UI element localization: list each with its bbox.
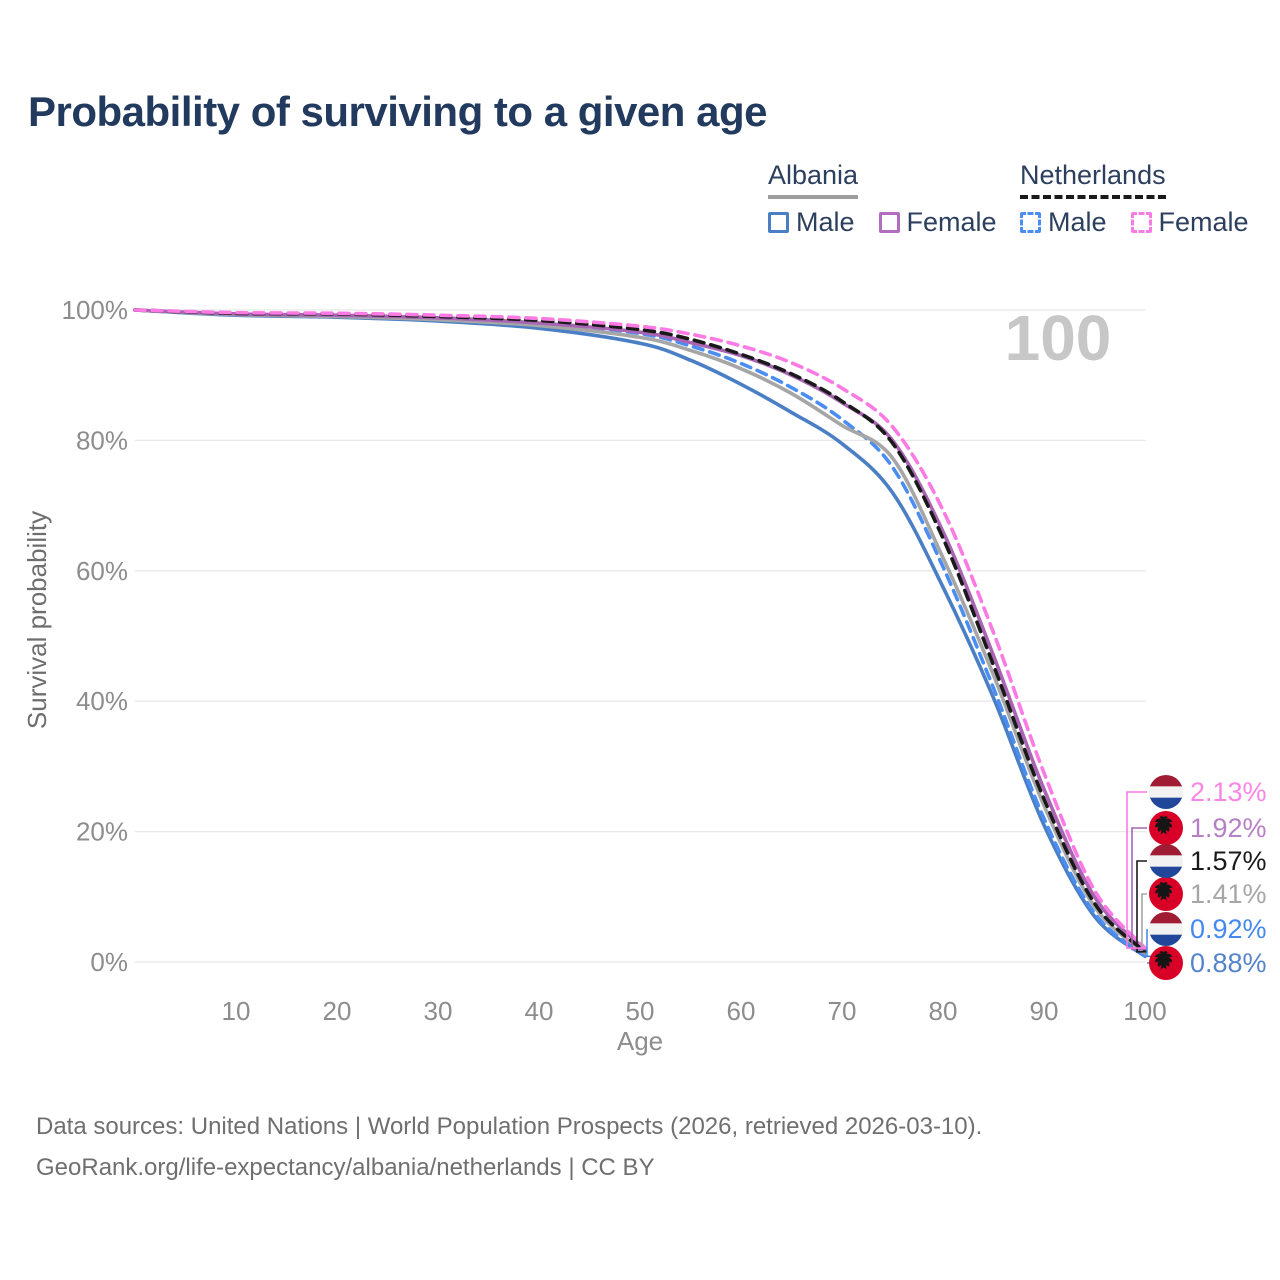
end-value-label-netherlands-total: 1.57% xyxy=(1190,846,1267,876)
legend-group-albania: Albania Male Female xyxy=(768,160,997,238)
end-value-label-netherlands-male: 0.92% xyxy=(1190,914,1267,944)
y-tick-label: 60% xyxy=(76,556,128,586)
legend-item-albania-female[interactable]: Female xyxy=(878,207,997,238)
end-value-label-albania-total: 1.41% xyxy=(1190,879,1267,909)
albania-flag-icon xyxy=(1149,877,1183,911)
netherlands-flag-icon xyxy=(1149,775,1183,809)
label-connector-albania-total xyxy=(1141,893,1147,954)
label-connector-netherlands-male xyxy=(1146,929,1148,957)
netherlands-flag-icon xyxy=(1149,844,1183,878)
x-tick-label: 70 xyxy=(828,996,857,1026)
netherlands-male-swatch-icon xyxy=(1020,212,1041,233)
x-tick-label: 50 xyxy=(626,996,655,1026)
series-line-netherlands-female[interactable] xyxy=(133,308,1147,950)
survival-probability-axis-label: Survival probability xyxy=(22,511,52,729)
legend-label-albania-male: Male xyxy=(796,207,855,237)
albania-female-swatch-icon xyxy=(878,212,900,233)
legend-items-albania: Male Female xyxy=(768,207,997,238)
y-tick-label: 40% xyxy=(76,686,128,716)
albania-flag-icon xyxy=(1149,946,1183,980)
x-tick-label: 40 xyxy=(525,996,554,1026)
x-tick-label: 30 xyxy=(424,996,453,1026)
label-connector-netherlands-female xyxy=(1126,791,1147,949)
x-tick-label: 20 xyxy=(323,996,352,1026)
albania-flag-icon xyxy=(1149,811,1183,845)
age-axis-label: Age xyxy=(617,1026,663,1056)
label-connector-netherlands-total xyxy=(1136,860,1147,953)
legend-item-netherlands-female[interactable]: Female xyxy=(1130,207,1249,238)
legend-label-albania-female: Female xyxy=(906,207,997,237)
footer-attribution: GeoRank.org/life-expectancy/albania/neth… xyxy=(36,1154,655,1181)
legend-item-netherlands-male[interactable]: Male xyxy=(1020,207,1107,238)
albania-male-swatch-icon xyxy=(768,212,789,233)
legend-header-netherlands[interactable]: Netherlands xyxy=(1020,160,1166,199)
legend-group-netherlands: Netherlands Male Female xyxy=(1020,160,1249,238)
footer-data-sources: Data sources: United Nations | World Pop… xyxy=(36,1113,983,1140)
legend-label-netherlands-female: Female xyxy=(1158,207,1249,237)
end-value-label-albania-male: 0.88% xyxy=(1190,948,1267,978)
netherlands-flag-icon xyxy=(1149,912,1183,946)
legend-item-albania-male[interactable]: Male xyxy=(768,207,855,238)
x-tick-label: 80 xyxy=(929,996,958,1026)
y-tick-label: 0% xyxy=(90,947,128,977)
x-tick-label: 10 xyxy=(222,996,251,1026)
legend-items-netherlands: Male Female xyxy=(1020,207,1249,238)
legend-header-albania[interactable]: Albania xyxy=(768,160,859,199)
legend-label-netherlands-male: Male xyxy=(1048,207,1107,237)
netherlands-female-swatch-icon xyxy=(1130,212,1152,233)
y-tick-label: 100% xyxy=(62,295,129,325)
y-tick-label: 20% xyxy=(76,817,128,847)
x-tick-label: 60 xyxy=(727,996,756,1026)
page-title: Probability of surviving to a given age xyxy=(28,88,767,135)
end-value-label-netherlands-female: 2.13% xyxy=(1190,777,1267,807)
age-100-watermark: 100 xyxy=(1005,302,1112,374)
x-tick-label: 90 xyxy=(1030,996,1059,1026)
x-tick-label: 100 xyxy=(1123,996,1166,1026)
y-tick-label: 80% xyxy=(76,425,128,455)
end-value-label-albania-female: 1.92% xyxy=(1190,813,1267,843)
footer: Data sources: United Nations | World Pop… xyxy=(36,1106,982,1188)
label-connector-albania-female xyxy=(1131,827,1147,951)
